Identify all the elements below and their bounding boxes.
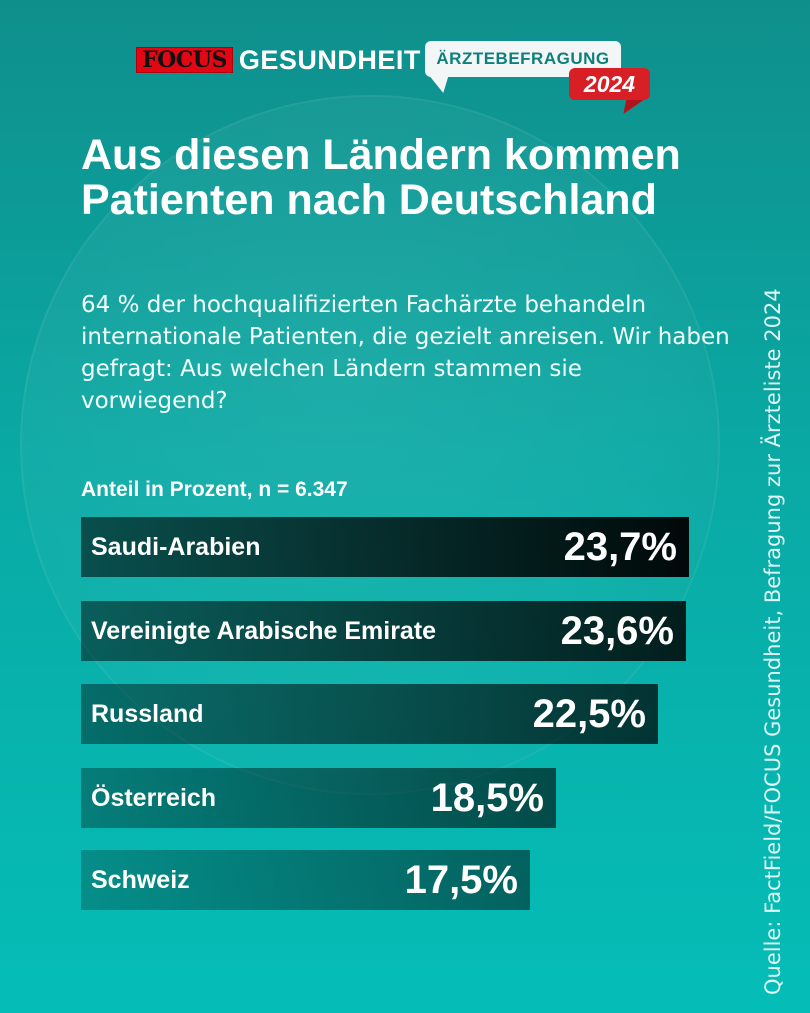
bar-russland: Russland 22,5% — [81, 684, 658, 744]
year-badge: 2024 — [569, 68, 650, 100]
bar-value-label: 23,6% — [560, 608, 674, 653]
bar-label: Schweiz — [91, 865, 190, 894]
bar-label: Saudi-Arabien — [91, 532, 261, 561]
bar-chart: Saudi-Arabien 23,7% Vereinigte Arabische E… — [81, 0, 721, 1013]
brand-name: GESUNDHEIT — [238, 44, 421, 75]
bar-value-label: 23,7% — [563, 524, 677, 569]
bar-label: Russland — [91, 699, 204, 728]
bar-value-label: 17,5% — [404, 857, 518, 902]
bar-vereinigte-arabische-emirate: Vereinigte Arabische Emirate 23,6% — [81, 601, 686, 661]
focus-logo: FOCUS — [136, 47, 233, 73]
bar-value-label: 18,5% — [430, 775, 544, 820]
chart-title: Aus diesen Ländern kommen Patienten nach… — [81, 131, 681, 224]
brand-logo: FOCUS GESUNDHEIT — [136, 40, 421, 80]
background-circle — [20, 95, 720, 795]
sample-note: Anteil in Prozent, n = 6.347 — [81, 478, 348, 501]
bar-österreich: Österreich 18,5% — [81, 768, 556, 828]
bar-label: Vereinigte Arabische Emirate — [91, 616, 437, 645]
bar-value-label: 22,5% — [532, 691, 646, 736]
bar-label: Österreich — [91, 783, 217, 812]
bar-schweiz: Schweiz 17,5% — [81, 850, 530, 910]
source-note: Quelle: FactField/FOCUS Gesundheit, Befr… — [761, 288, 785, 995]
bar-saudi-arabien: Saudi-Arabien 23,7% — [81, 517, 689, 577]
chart-subtitle: 64 % der hochqualifizierten Fachärzte be… — [81, 292, 730, 414]
